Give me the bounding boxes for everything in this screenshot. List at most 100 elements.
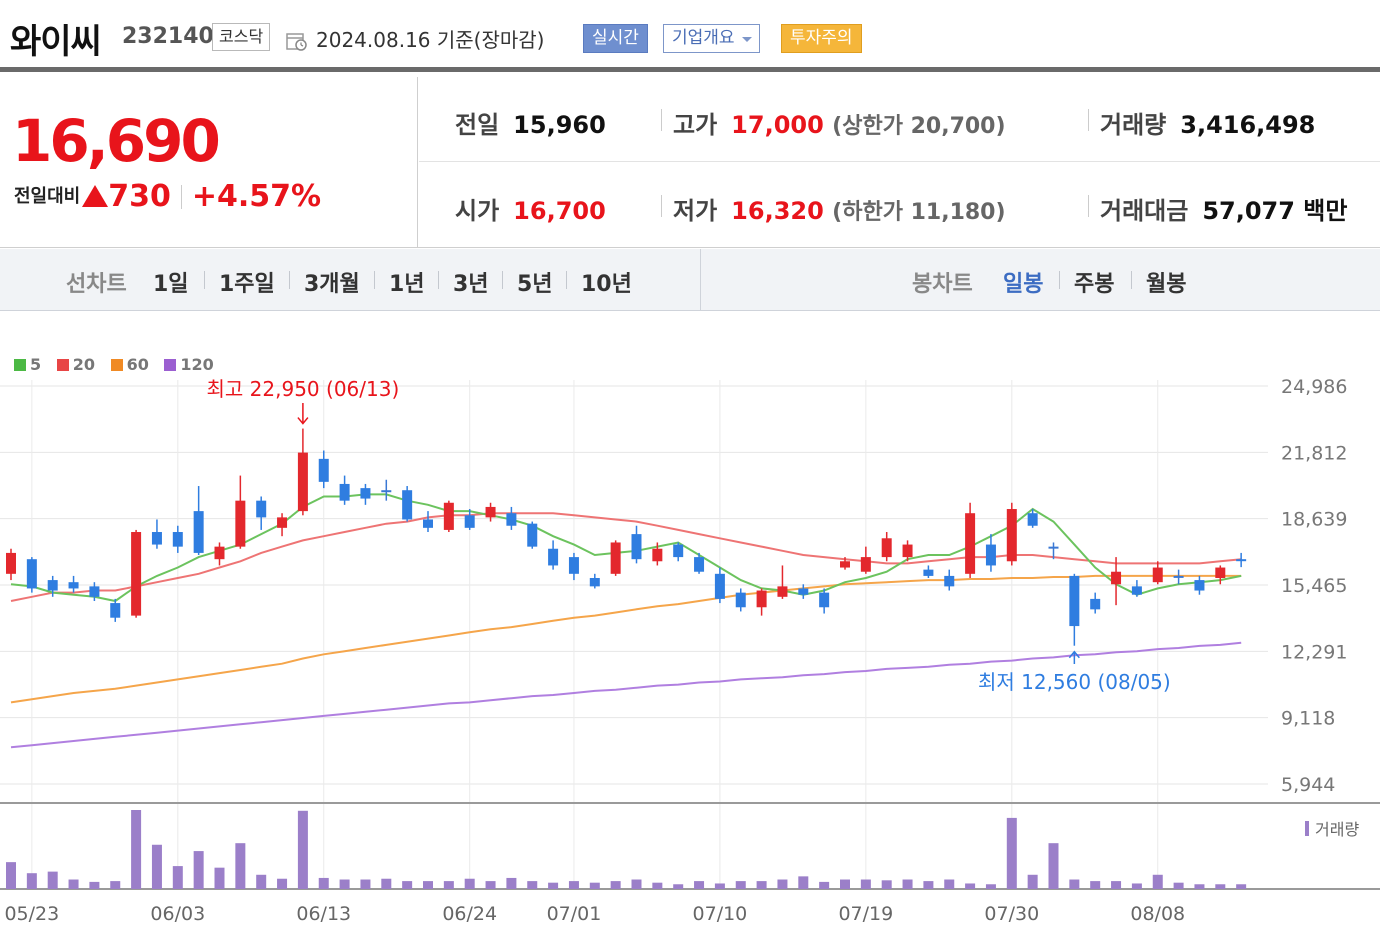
volume-bar xyxy=(1152,874,1163,889)
x-tick-label: 08/08 xyxy=(1130,903,1185,925)
stock-code: 232140 xyxy=(122,24,214,49)
candle-body xyxy=(589,577,600,587)
stock-name: 와이씨 xyxy=(10,22,102,62)
volume-bar xyxy=(589,882,600,889)
chart-plot[interactable]: 24,986 21,812 18,639 15,465 12,291 9,118 5,944… xyxy=(0,312,1380,940)
change-label: 전일대비 xyxy=(14,186,81,207)
divider xyxy=(700,249,701,311)
price-summary: 16,690 전일대비 730 +4.57% 전일 15,960 고가 17,000 (… xyxy=(0,77,1380,248)
candle-body xyxy=(26,559,37,589)
divider xyxy=(204,271,205,289)
candle-chart-label: 봉차트 xyxy=(912,272,973,297)
volume-bar xyxy=(172,866,183,889)
volume-bar xyxy=(548,882,559,889)
candle-body xyxy=(840,561,850,568)
volume-bar xyxy=(1006,817,1017,889)
candle-body xyxy=(131,532,142,616)
company-overview-dropdown[interactable]: 기업개요 xyxy=(663,24,760,53)
period-3m[interactable]: 3개월 xyxy=(304,272,360,297)
volume-legend-swatch xyxy=(1305,821,1309,836)
min-price-annotation: 최저 12,560 (08/05) xyxy=(978,670,1171,694)
volume-bar xyxy=(6,862,16,889)
period-5y[interactable]: 5년 xyxy=(517,272,553,297)
low-label: 저가 xyxy=(673,197,718,225)
candle-body xyxy=(548,548,559,566)
candle-body xyxy=(860,557,871,572)
y-tick-label: 12,291 xyxy=(1281,641,1347,663)
max-price-annotation: 최고 22,950 (06/13) xyxy=(207,377,400,401)
candle-body xyxy=(193,511,204,553)
volume-value: 3,416,498 xyxy=(1180,111,1316,139)
divider xyxy=(566,271,567,289)
volume-bar xyxy=(47,871,58,889)
volume-bar xyxy=(965,883,976,889)
candle-body xyxy=(443,502,454,530)
volume-bar xyxy=(485,881,496,889)
candle-body xyxy=(151,532,162,545)
period-1w[interactable]: 1주일 xyxy=(219,272,275,297)
volume-bar xyxy=(506,877,517,889)
candle-body xyxy=(631,534,642,560)
candle-weekly[interactable]: 주봉 xyxy=(1074,272,1115,297)
up-triangle-icon xyxy=(82,185,109,207)
volume-bar xyxy=(1215,884,1226,889)
candle-body xyxy=(256,500,267,518)
candle-body xyxy=(819,592,830,608)
candle-body xyxy=(527,523,538,547)
candle-body xyxy=(1152,567,1163,583)
investment-warning-badge[interactable]: 투자주의 xyxy=(781,24,862,53)
volume-bar xyxy=(1069,879,1080,889)
volume-bar xyxy=(1027,874,1038,889)
divider xyxy=(661,195,662,217)
volume-bar xyxy=(902,879,913,889)
candle-body xyxy=(1194,580,1205,591)
lower-limit: (하한가 11,180) xyxy=(832,200,1006,225)
candle-monthly[interactable]: 월봉 xyxy=(1146,272,1187,297)
divider xyxy=(289,271,290,289)
legend-ma5: 5 xyxy=(14,355,41,374)
realtime-button[interactable]: 실시간 xyxy=(583,24,648,53)
volume-bar xyxy=(1131,883,1142,889)
price-row-2: 시가 16,700 저가 16,320 (하한가 11,180) 거래대금 57,07… xyxy=(419,163,1380,248)
divider xyxy=(1088,195,1089,217)
volume-bar xyxy=(944,879,955,889)
period-3y[interactable]: 3년 xyxy=(453,272,489,297)
legend-ma20: 20 xyxy=(56,355,95,374)
prev-close-value: 15,960 xyxy=(513,111,606,139)
x-tick-label: 06/03 xyxy=(150,903,205,925)
period-1y[interactable]: 1년 xyxy=(389,272,425,297)
volume-bar xyxy=(1194,884,1205,889)
candle-daily[interactable]: 일봉 xyxy=(1003,272,1044,297)
amount-value: 57,077 백만 xyxy=(1202,197,1348,225)
candle-body xyxy=(1048,546,1059,549)
price-row-1: 전일 15,960 고가 17,000 (상한가 20,700) 거래량 3,416,… xyxy=(419,77,1380,162)
volume-bar xyxy=(297,810,308,889)
open-price: 시가 16,700 xyxy=(455,191,606,226)
candle-body xyxy=(360,488,371,499)
volume-bar xyxy=(464,878,475,889)
arrow-up-icon xyxy=(1068,650,1080,659)
volume-bar xyxy=(881,880,892,889)
candle-body xyxy=(652,548,663,562)
candle-body xyxy=(235,500,246,547)
volume-bar xyxy=(423,881,433,889)
volume-bar xyxy=(214,867,225,889)
volume-bar xyxy=(277,878,288,889)
prev-close: 전일 15,960 xyxy=(455,105,606,140)
period-1d[interactable]: 1일 xyxy=(153,272,189,297)
volume-bar xyxy=(443,881,454,889)
candle-body xyxy=(610,542,621,574)
volume-bar xyxy=(840,879,850,889)
legend-ma120: 120 xyxy=(164,355,214,374)
candle-body xyxy=(318,458,329,482)
change-percent: +4.57% xyxy=(191,179,322,214)
y-tick-label: 18,639 xyxy=(1281,509,1347,531)
period-10y[interactable]: 10년 xyxy=(581,272,632,297)
volume-bar xyxy=(1111,881,1122,889)
candle-body xyxy=(756,590,767,608)
ma20-line xyxy=(10,512,1242,602)
candle-body xyxy=(714,573,725,599)
candle-body xyxy=(1006,509,1017,562)
candle-body xyxy=(881,538,892,558)
volume-bar xyxy=(631,879,642,889)
